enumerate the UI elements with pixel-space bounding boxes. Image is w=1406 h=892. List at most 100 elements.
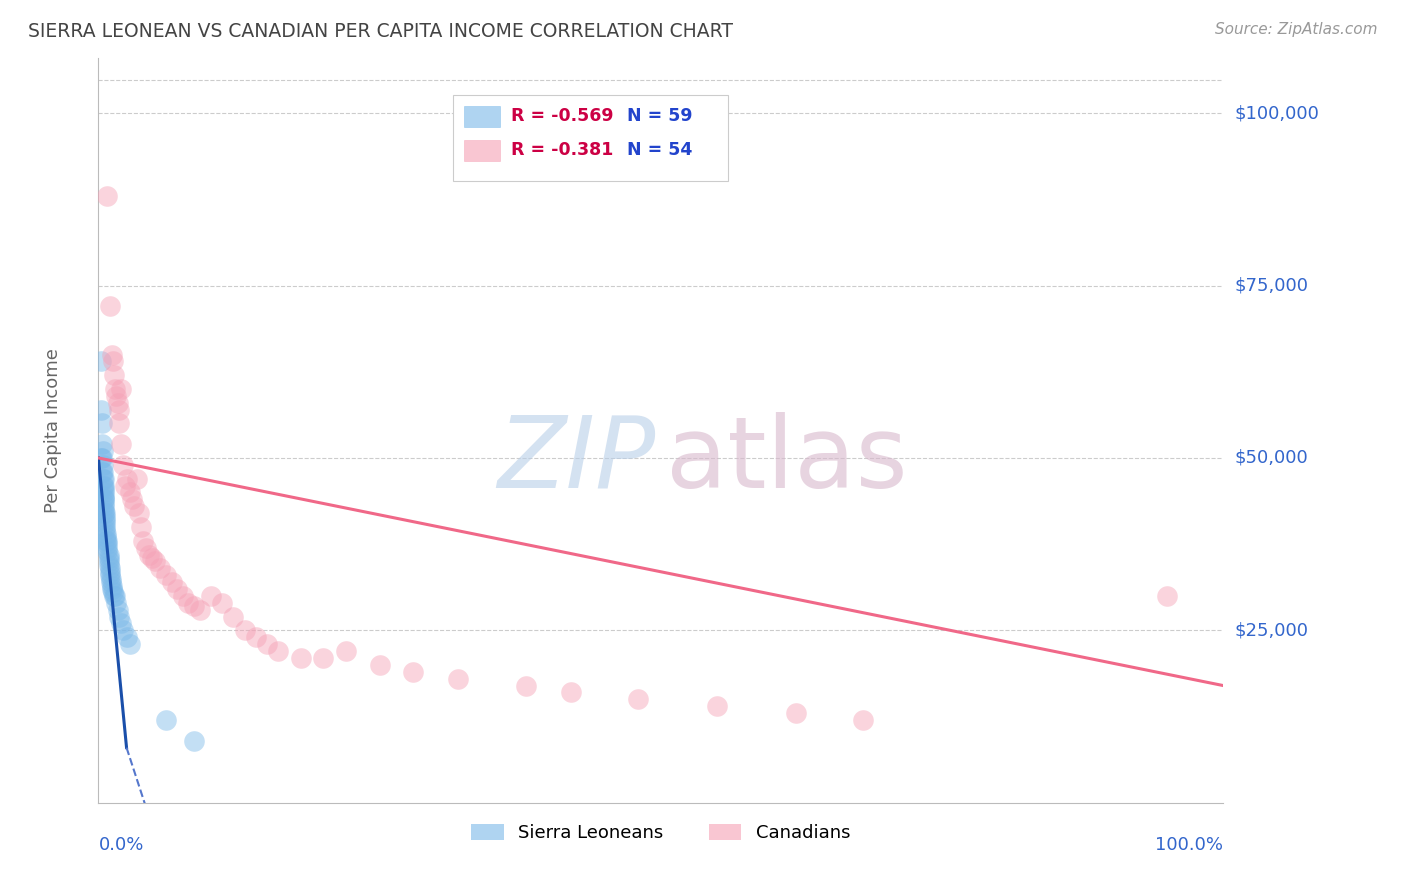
Text: $25,000: $25,000 xyxy=(1234,622,1309,640)
Text: 100.0%: 100.0% xyxy=(1156,837,1223,855)
Point xyxy=(93,472,115,486)
Point xyxy=(112,458,135,472)
Point xyxy=(447,672,470,686)
Point xyxy=(107,396,129,410)
Point xyxy=(107,417,129,431)
Point xyxy=(118,485,141,500)
Point xyxy=(93,492,115,507)
Point xyxy=(101,354,124,368)
Point xyxy=(94,513,117,527)
Point xyxy=(110,616,132,631)
Point xyxy=(115,630,138,644)
Point xyxy=(107,609,129,624)
Text: $100,000: $100,000 xyxy=(1234,104,1319,122)
Point xyxy=(94,524,117,538)
Point xyxy=(90,450,112,465)
Point xyxy=(256,637,278,651)
Point xyxy=(1156,589,1178,603)
Point xyxy=(91,444,114,458)
Point xyxy=(368,657,391,672)
Point xyxy=(101,582,124,596)
Point xyxy=(160,575,183,590)
Point xyxy=(93,485,115,500)
Point xyxy=(98,299,121,313)
Point xyxy=(200,589,222,603)
Point xyxy=(132,533,155,548)
Point xyxy=(785,706,807,720)
Point xyxy=(90,417,112,431)
Point xyxy=(96,526,118,541)
Point xyxy=(138,548,160,562)
Point xyxy=(107,603,129,617)
Point xyxy=(100,572,122,586)
Point xyxy=(96,189,118,203)
Point xyxy=(402,665,425,679)
Point xyxy=(149,561,172,575)
Point xyxy=(121,492,143,507)
Point xyxy=(141,551,163,566)
Point xyxy=(90,450,112,465)
Point xyxy=(267,644,290,658)
Point xyxy=(91,472,114,486)
Point xyxy=(94,509,117,524)
Point xyxy=(98,561,121,575)
Point xyxy=(93,502,115,516)
Point xyxy=(94,506,117,520)
Point xyxy=(706,699,728,714)
Point xyxy=(852,713,875,727)
Point xyxy=(129,520,152,534)
Point xyxy=(115,472,138,486)
Point xyxy=(93,482,115,496)
Point xyxy=(96,544,118,558)
Point xyxy=(98,568,121,582)
Point xyxy=(177,596,200,610)
Point xyxy=(166,582,188,596)
Point xyxy=(93,478,115,492)
Point xyxy=(90,402,112,417)
Text: N = 59: N = 59 xyxy=(627,107,693,125)
Point xyxy=(172,589,194,603)
Point xyxy=(125,472,148,486)
Point xyxy=(98,565,121,579)
FancyBboxPatch shape xyxy=(453,95,728,181)
Point xyxy=(155,568,177,582)
Point xyxy=(114,478,136,492)
Point xyxy=(90,354,112,368)
Text: 0.0%: 0.0% xyxy=(98,837,143,855)
Text: R = -0.381: R = -0.381 xyxy=(512,141,613,160)
Point xyxy=(128,506,150,520)
Point xyxy=(93,500,115,514)
Point xyxy=(93,506,115,520)
Point xyxy=(107,402,129,417)
Point xyxy=(183,733,205,747)
Point xyxy=(103,589,125,603)
Point xyxy=(96,537,118,551)
Point xyxy=(103,368,125,383)
Point xyxy=(104,382,127,396)
Text: Per Capita Income: Per Capita Income xyxy=(45,348,62,513)
Point xyxy=(118,637,141,651)
Point xyxy=(515,679,537,693)
Point xyxy=(90,437,112,451)
Point xyxy=(110,382,132,396)
Point xyxy=(96,533,118,548)
Text: R = -0.569: R = -0.569 xyxy=(512,107,614,125)
FancyBboxPatch shape xyxy=(464,105,501,127)
Point xyxy=(93,492,115,507)
Point xyxy=(183,599,205,614)
Point xyxy=(96,533,118,548)
Point xyxy=(94,516,117,531)
Point xyxy=(93,496,115,510)
Point xyxy=(105,389,128,403)
Point xyxy=(100,575,122,590)
Point xyxy=(94,520,117,534)
Legend: Sierra Leoneans, Canadians: Sierra Leoneans, Canadians xyxy=(464,817,858,850)
Point xyxy=(188,603,211,617)
Point xyxy=(93,489,115,503)
Point xyxy=(290,651,312,665)
Point xyxy=(211,596,233,610)
Point xyxy=(245,630,267,644)
Text: $50,000: $50,000 xyxy=(1234,449,1308,467)
Text: Source: ZipAtlas.com: Source: ZipAtlas.com xyxy=(1215,22,1378,37)
Point xyxy=(335,644,357,658)
